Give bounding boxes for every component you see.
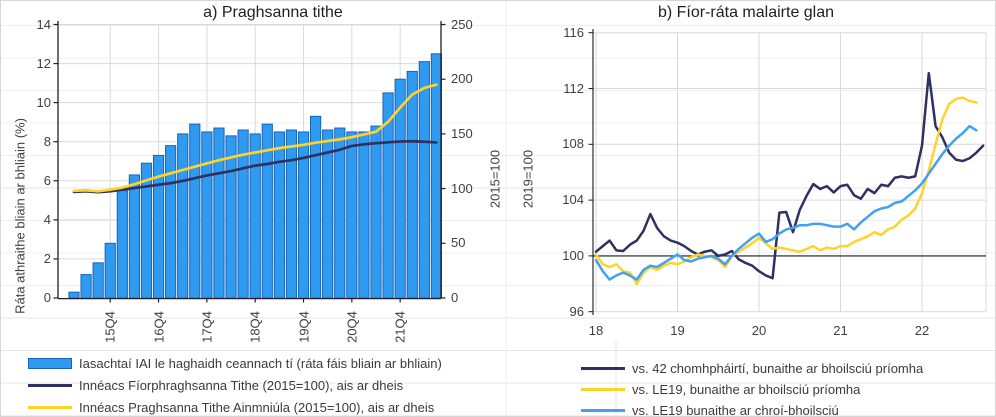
panel-b-y-tick-label: 100 <box>562 247 584 263</box>
panel-a-left-tick-label: 10 <box>36 94 51 110</box>
panel-b-x-tick-label: 21 <box>833 323 848 338</box>
bar-17Q4 <box>201 131 213 299</box>
legend-item-42-partners: vs. 42 chomhpháirtí, bunaithe ar bhoilsc… <box>581 358 923 379</box>
panel-a-left-tick-label: 6 <box>43 172 51 188</box>
panel-a-left-tick-label: 2 <box>43 250 51 266</box>
panel-b-x-tick-label: 19 <box>670 323 685 338</box>
panel-a-left-tick-label: 8 <box>43 133 51 149</box>
series-yellow-panel-b <box>594 96 978 286</box>
bar-21Q1 <box>358 131 370 299</box>
bar-15Q2 <box>80 274 92 299</box>
bar-15Q3 <box>92 262 104 299</box>
panel-a-x-tick-label: 20Q4 <box>344 311 360 343</box>
panel-a-right-tick-label: 250 <box>451 16 473 32</box>
panel-a-x-tick-label: 21Q4 <box>392 311 408 343</box>
bar-22Q1 <box>406 70 418 299</box>
bar-18Q2 <box>225 135 237 299</box>
bar-18Q4 <box>249 133 261 299</box>
legend-label: Innéacs Praghsanna Tithe Ainmniúla (2015… <box>79 399 435 415</box>
panel-a-x-tick-label: 18Q4 <box>247 311 263 343</box>
bar-21Q2 <box>370 125 382 299</box>
legend-item-le19-headline: vs. LE19, bunaithe ar bhoilsciú príomha <box>581 379 923 400</box>
bar-15Q1 <box>68 291 80 299</box>
panel-a-left-tick-label: 4 <box>43 211 51 227</box>
panel-a-left-tick-label: 12 <box>36 55 51 71</box>
bar-swatch-icon <box>28 357 72 369</box>
panel-b-x-tick-label: 18 <box>588 323 604 338</box>
panel-b-y-tick-label: 108 <box>562 136 584 152</box>
panel-a-right-tick-label: 100 <box>451 180 473 196</box>
panel-b-x-tick-label: 20 <box>751 323 767 338</box>
legend-item-real-index: Innéacs Fíorphraghsanna Tithe (2015=100)… <box>28 374 442 396</box>
bar-20Q3 <box>334 127 346 299</box>
panel-b-y-tick-label: 104 <box>562 192 584 208</box>
legend-label: Iasachtaí IAI le haghaidh ceannach tí (r… <box>79 355 442 371</box>
panel-a-right-tick-label: 50 <box>451 235 466 251</box>
panel-b-y-tick-label: 112 <box>563 80 584 96</box>
panel-b-y-tick-label: 96 <box>569 303 584 319</box>
navy-line-swatch-icon <box>581 367 625 370</box>
panel-a-x-tick-label: 16Q4 <box>151 311 167 343</box>
panel-a-right-axis-title: 2015=100 <box>487 149 503 209</box>
series-light_blue-panel-b <box>594 124 978 281</box>
bar-18Q1 <box>213 127 225 299</box>
lightblue-line-swatch-icon <box>581 409 625 412</box>
panel-a-left-tick-label: 14 <box>36 16 51 32</box>
bar-19Q3 <box>285 129 298 299</box>
legend-label: vs. LE19, bunaithe ar bhoilsciú príomha <box>632 382 861 397</box>
bar-17Q3 <box>189 123 201 299</box>
yellow-line-swatch-icon <box>581 388 625 391</box>
yellow-line-swatch-icon <box>28 405 72 409</box>
legend-item-le19-core: vs. LE19 bunaithe ar chroí-bhoilsciú <box>581 400 923 417</box>
panel-b-x-tick-label: 22 <box>914 323 930 338</box>
panel-a-right-tick-label: 0 <box>451 290 459 305</box>
bar-15Q4 <box>104 242 116 299</box>
series-navy-panel-a <box>72 139 438 194</box>
panel-a-left-tick-label: 0 <box>43 290 51 305</box>
legend-item-bars: Iasachtaí IAI le haghaidh ceannach tí (r… <box>28 352 442 374</box>
panel-b-legend: vs. 42 chomhpháirtí, bunaithe ar bhoilsc… <box>581 358 923 417</box>
panel-b-title: b) Fíor-ráta malairte glan <box>657 4 835 21</box>
legend-label: vs. LE19 bunaithe ar chroí-bhoilsciú <box>632 403 839 417</box>
bar-16Q1 <box>116 190 128 299</box>
bar-22Q2 <box>418 61 430 299</box>
bar-17Q1 <box>165 145 177 299</box>
legend-item-nominal-index: Innéacs Praghsanna Tithe Ainmniúla (2015… <box>28 396 442 416</box>
bar-20Q4 <box>346 131 358 299</box>
panel-a-x-tick-label: 19Q4 <box>296 311 312 343</box>
bar-19Q2 <box>273 131 285 299</box>
series-navy-panel-b <box>594 71 985 280</box>
legend-label: vs. 42 chomhpháirtí, bunaithe ar bhoilsc… <box>632 361 924 376</box>
bar-20Q2 <box>322 129 334 299</box>
bar-16Q2 <box>128 174 141 299</box>
navy-line-swatch-icon <box>28 383 72 387</box>
panel-a-right-tick-label: 150 <box>451 125 473 141</box>
panel-a-right-tick-label: 200 <box>451 71 473 87</box>
panel-a-x-tick-label: 15Q4 <box>102 311 118 343</box>
series-yellow-panel-a <box>72 83 438 193</box>
panel-a-x-tick-label: 17Q4 <box>199 311 215 343</box>
panel-a-title: a) Praghsanna tithe <box>203 4 343 21</box>
bar-17Q2 <box>177 133 189 299</box>
bar-22Q3 <box>430 53 442 299</box>
bar-16Q3 <box>140 162 153 299</box>
legend-label: Innéacs Fíorphraghsanna Tithe (2015=100)… <box>79 377 404 393</box>
panel-a-legend: Iasachtaí IAI le haghaidh ceannach tí (r… <box>28 352 442 416</box>
panel-b-y-tick-label: 116 <box>563 24 584 40</box>
